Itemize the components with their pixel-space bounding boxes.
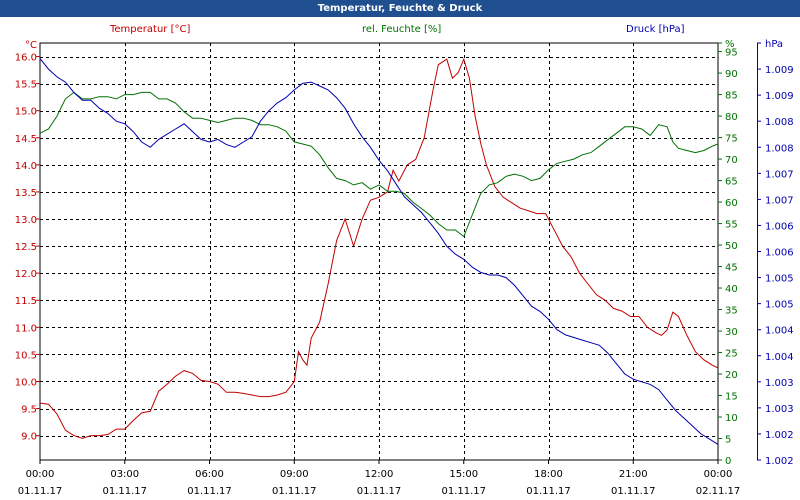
x-tick-label-time: 21:00 — [619, 469, 648, 480]
x-tick-label-time: 15:00 — [449, 469, 478, 480]
x-tick-label-date: 01.11.17 — [187, 486, 232, 497]
chart-title: Temperatur, Feuchte & Druck — [0, 0, 800, 17]
pressure-tick-label: 1.005 — [765, 300, 794, 311]
humidity-tick-label: 20 — [725, 370, 738, 381]
humidity-tick-label: 70 — [725, 155, 738, 166]
temperature-tick-label: 11.0 — [15, 323, 37, 334]
humidity-tick-label: 40 — [725, 284, 738, 295]
pressure-tick-label: 1.006 — [765, 248, 794, 259]
humidity-tick-label: 60 — [725, 198, 738, 209]
pressure-tick-label: 1.005 — [765, 274, 794, 285]
humidity-tick-label: 45 — [725, 263, 738, 274]
x-tick-label-date: 01.11.17 — [611, 486, 656, 497]
humidity-tick-label: 5 — [725, 435, 731, 446]
humidity-tick-label: 35 — [725, 306, 738, 317]
humidity-tick-label: 75 — [725, 134, 738, 145]
pressure-tick-label: 1.009 — [765, 65, 794, 76]
temperature-tick-label: 13.5 — [15, 188, 37, 199]
temperature-tick-label: 15.5 — [15, 80, 37, 91]
pressure-tick-label: 1.002 — [765, 456, 794, 467]
temperature-series-label: Temperatur [°C] — [110, 24, 191, 35]
pressure-tick-label: hPa — [765, 39, 783, 50]
humidity-series-label: rel. Feuchte [%] — [362, 24, 442, 35]
temperature-unit-label: °C — [25, 40, 37, 51]
pressure-tick-label: 1.008 — [765, 117, 794, 128]
temperature-line — [39, 57, 719, 439]
pressure-tick-label: 1.002 — [765, 430, 794, 441]
humidity-tick-label: 10 — [725, 413, 738, 424]
temperature-tick-label: 14.0 — [15, 161, 37, 172]
temperature-tick-label: 11.5 — [15, 296, 37, 307]
temperature-tick-label: 16.0 — [15, 53, 37, 64]
x-tick-label-date: 01.11.17 — [18, 486, 63, 497]
humidity-tick-label: 85 — [725, 91, 738, 102]
pressure-tick-label: 1.003 — [765, 378, 794, 389]
humidity-tick-label: 95 — [725, 48, 738, 59]
pressure-tick-label: 1.006 — [765, 221, 794, 232]
pressure-tick-label: 1.009 — [765, 91, 794, 102]
humidity-tick-label: % — [725, 39, 735, 50]
humidity-tick-label: 30 — [725, 327, 738, 338]
x-tick-label-time: 03:00 — [110, 469, 139, 480]
temperature-tick-label: 12.5 — [15, 242, 37, 253]
humidity-tick-label: 15 — [725, 392, 738, 403]
pressure-tick-label: 1.007 — [765, 195, 794, 206]
x-tick-label-date: 02.11.17 — [696, 486, 741, 497]
pressure-tick-label: 1.004 — [765, 326, 794, 337]
x-tick-label-time: 00:00 — [704, 469, 733, 480]
pressure-tick-label: 1.007 — [765, 169, 794, 180]
pressure-tick-label: 1.003 — [765, 404, 794, 415]
humidity-tick-label: 65 — [725, 177, 738, 188]
pressure-tick-label: 1.004 — [765, 352, 794, 363]
temperature-tick-label: 10.5 — [15, 350, 37, 361]
x-tick-label-time: 12:00 — [365, 469, 394, 480]
x-tick-label-date: 01.11.17 — [102, 486, 147, 497]
temperature-tick-label: 9.5 — [21, 405, 37, 416]
humidity-tick-label: 90 — [725, 69, 738, 80]
x-tick-label-time: 00:00 — [26, 469, 55, 480]
temperature-tick-label: 14.5 — [15, 134, 37, 145]
temperature-tick-label: 15.0 — [15, 107, 37, 118]
humidity-tick-label: 50 — [725, 241, 738, 252]
humidity-tick-label: 0 — [725, 456, 731, 467]
x-tick-label-time: 18:00 — [534, 469, 563, 480]
temperature-tick-label: 13.0 — [15, 215, 37, 226]
humidity-line — [39, 91, 719, 238]
humidity-tick-label: 25 — [725, 349, 738, 360]
humidity-tick-label: 80 — [725, 112, 738, 123]
temperature-tick-label: 10.0 — [15, 377, 37, 388]
x-tick-label-date: 01.11.17 — [441, 486, 486, 497]
x-tick-label-time: 06:00 — [195, 469, 224, 480]
humidity-tick-label: 55 — [725, 220, 738, 231]
chart-area: °C 16.0 15.5 15.0 14.5 14.0 13.5 13.0 12.5 12.0 11… — [15, 39, 794, 497]
x-tick-label-date: 01.11.17 — [526, 486, 571, 497]
pressure-tick-label: 1.008 — [765, 143, 794, 154]
x-tick-label-date: 01.11.17 — [272, 486, 317, 497]
temperature-tick-label: 9.0 — [21, 432, 37, 443]
temperature-tick-label: 12.0 — [15, 269, 37, 280]
x-tick-label-date: 01.11.17 — [357, 486, 402, 497]
pressure-line — [39, 58, 719, 445]
x-tick-label-time: 09:00 — [280, 469, 309, 480]
pressure-series-label: Druck [hPa] — [626, 24, 685, 35]
